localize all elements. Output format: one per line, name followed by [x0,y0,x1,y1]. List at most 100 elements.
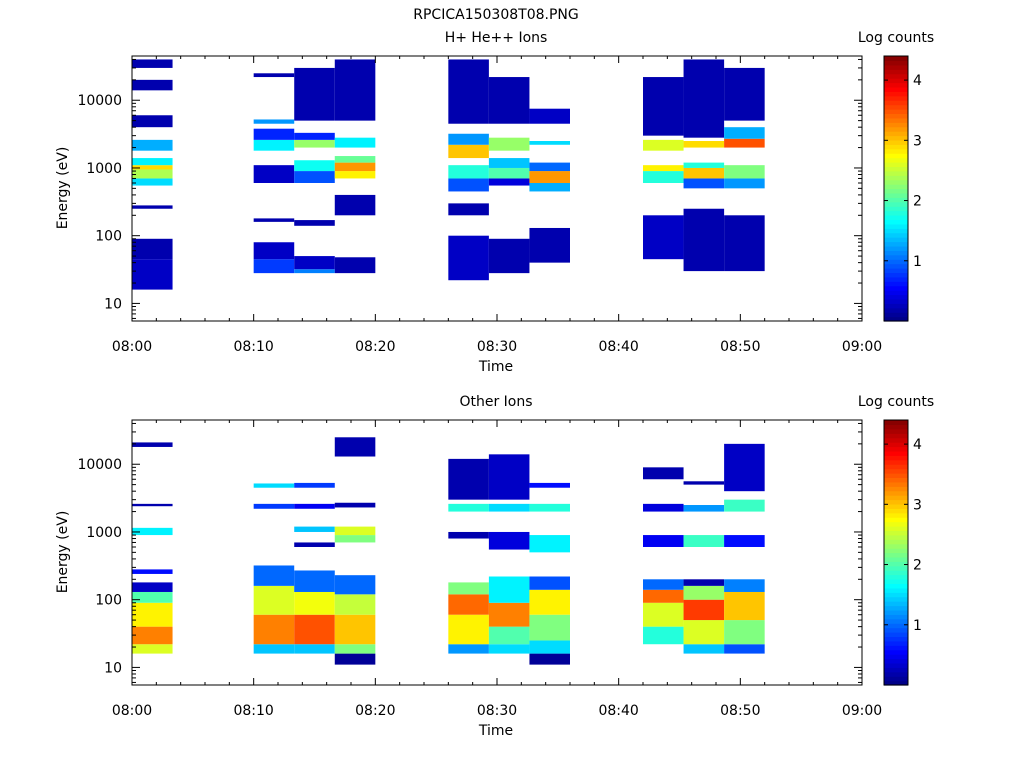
colorbar-swatch [884,605,908,611]
colorbar-swatch [884,658,908,664]
heatmap-cell [448,644,489,654]
y-tick-label: 10 [104,660,122,676]
x-tick-label: 08:50 [720,339,760,355]
heatmap-cell [294,132,335,140]
heatmap-cell [132,644,173,654]
heatmap-cell [643,467,684,480]
colorbar-swatch [884,259,908,265]
heatmap-cell [643,165,684,172]
y-tick-label: 10000 [77,93,122,109]
colorbar-swatch [884,614,908,620]
colorbar-swatch [884,596,908,602]
heatmap-cell [488,454,530,500]
panel-other-ions: Other Ions Log counts 08:00 08:10 08:20 08:… [55,394,934,739]
heatmap-cell [643,171,684,183]
colorbar-swatch [884,428,908,434]
heatmap-cell [253,242,295,260]
colorbar-swatch [884,272,908,278]
heatmap-cell [294,482,335,488]
colorbar-swatch [884,671,908,677]
heatmap-cell [253,119,295,124]
heatmap-cell [253,128,295,140]
heatmap-cell [334,594,376,615]
heatmap-cell [334,437,376,457]
colorbar-swatch [884,64,908,70]
heatmap-cell [132,238,173,260]
colorbar-swatch [884,298,908,304]
heatmap-cell [643,535,684,547]
heatmap-cell [334,614,376,645]
colorbar-swatch [884,477,908,483]
colorbar-swatch [884,56,908,62]
heatmap-cell [294,591,335,615]
colorbar-swatch [884,437,908,443]
colorbar-swatch [884,517,908,523]
heatmap-cell [683,141,725,148]
colorbar-swatch [884,636,908,642]
colorbar-swatch [884,521,908,527]
heatmap-cell [529,182,570,192]
y-axis-ticks: 10 100 1000 10000 [77,58,862,319]
colorbar-swatch [884,442,908,448]
heatmap-cell [529,576,570,590]
colorbar-tick-label: 1 [913,254,922,270]
heatmap-cell [488,626,530,645]
colorbar-swatch [884,294,908,300]
heatmap-cell [334,502,376,508]
colorbar-swatch [884,281,908,287]
heatmap-cell [448,458,489,500]
colorbar-swatch [884,587,908,593]
colorbar-swatch [884,100,908,106]
colorbar-swatch [884,78,908,84]
colorbar-swatch [884,126,908,132]
colorbar-swatch [884,91,908,97]
y-axis-label: Energy (eV) [55,511,71,594]
colorbar-swatch [884,131,908,137]
y-tick-label: 10 [104,296,122,312]
colorbar-swatch [884,667,908,673]
heatmap-cell [132,442,173,447]
heatmap-cell [334,535,376,543]
heatmap-cell [132,205,173,209]
heatmap-cell [294,171,335,183]
heatmap-cell [132,602,173,627]
colorbar-swatch [884,424,908,430]
colorbar-swatch [884,223,908,229]
colorbar-swatch [884,104,908,110]
colorbar-swatch [884,73,908,79]
heatmap-cell [448,144,489,159]
x-tick-label: 08:30 [477,339,517,355]
heatmap-cell [253,585,295,615]
heatmap-cell [294,644,335,654]
colorbar-swatch [884,459,908,465]
colorbar-swatch [884,184,908,190]
colorbar-swatch [884,680,908,686]
colorbar-tick-label: 4 [913,437,922,453]
heatmap-cell [253,139,295,151]
colorbar-swatch [884,316,908,322]
heatmap-cell [724,591,765,621]
heatmap-cell [334,653,376,665]
heatmap-cell [294,269,335,274]
colorbar-swatch [884,481,908,487]
colorbar-swatch [884,237,908,243]
heatmap-cell [529,227,570,263]
heatmap-cell [683,59,725,138]
heatmap-cell [724,499,765,512]
colorbar-swatch [884,574,908,580]
colorbar-swatch [884,232,908,238]
heatmap-cells [132,59,765,290]
heatmap-cell [724,127,765,139]
heatmap-cell [294,67,335,121]
heatmap-cell [294,220,335,226]
colorbar-swatch [884,228,908,234]
colorbar-swatch [884,113,908,119]
heatmap-cell [132,503,173,507]
heatmap-cell [529,653,570,665]
x-axis-ticks: 08:00 08:10 08:20 08:30 08:40 08:50 09:00 [112,56,882,355]
x-tick-label: 08:20 [355,339,395,355]
heatmap-cell [132,59,173,68]
heatmap-cell [253,165,295,183]
heatmap-cell [643,579,684,590]
heatmap-cell [294,256,335,270]
